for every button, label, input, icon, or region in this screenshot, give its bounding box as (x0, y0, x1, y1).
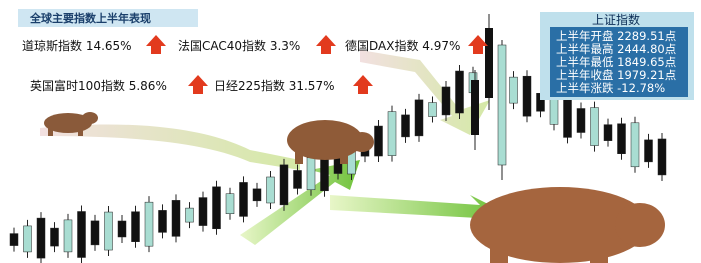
candle (267, 177, 275, 203)
candle (388, 112, 396, 156)
candle (577, 109, 585, 133)
candle (132, 212, 140, 242)
canvas: 全球主要指数上半年表现 道琼斯指数 14.65% 法国CAC40指数 3.3% 德国… (0, 0, 701, 263)
candle (645, 140, 653, 162)
index-label: 法国CAC40指数 3.3% (178, 38, 300, 53)
candle (145, 202, 153, 246)
candle (618, 124, 626, 154)
candle (375, 126, 383, 156)
candle (498, 45, 506, 165)
candle (37, 218, 45, 258)
candle (471, 80, 479, 135)
candle (226, 194, 234, 214)
candle (442, 87, 450, 115)
panel-row: 上半年最高 2444.80点 (556, 42, 676, 56)
candle (51, 228, 59, 246)
index-label: 道琼斯指数 14.65% (22, 38, 132, 53)
candle (159, 210, 167, 232)
candle (105, 212, 113, 250)
candle (485, 28, 493, 98)
candle (24, 226, 32, 252)
candle (631, 123, 639, 167)
index-label: 德国DAX指数 4.97% (345, 38, 460, 53)
candle (456, 71, 464, 113)
panel-row: 上半年收盘 1979.21点 (556, 68, 676, 82)
candle (10, 234, 18, 246)
candle (658, 139, 666, 175)
panel-row: 上半年最低 1849.65点 (556, 55, 676, 69)
candle (294, 170, 302, 188)
panel-row: 上半年涨跌 -12.78% (556, 81, 665, 95)
up-arrow (146, 35, 166, 54)
candle (199, 198, 207, 226)
candle (307, 158, 315, 190)
panel-title: 上证指数 (592, 12, 640, 27)
up-arrow (188, 75, 208, 94)
candle (253, 189, 261, 201)
candle (172, 200, 180, 236)
candle (591, 108, 599, 146)
candle (280, 165, 288, 205)
up-arrow (353, 75, 373, 94)
up-arrow (316, 35, 336, 54)
candle (402, 115, 410, 137)
candle (91, 221, 99, 245)
candle (429, 103, 437, 117)
infographic: 全球主要指数上半年表现 道琼斯指数 14.65% 法国CAC40指数 3.3% 德国… (0, 0, 701, 263)
candle (523, 76, 531, 116)
index-label: 英国富时100指数 5.86% (30, 78, 167, 93)
candle (240, 182, 248, 216)
candle (78, 211, 86, 257)
candle (415, 100, 423, 136)
index-label: 日经225指数 31.57% (214, 78, 334, 93)
candle (604, 125, 612, 141)
panel-row: 上半年开盘 2289.51点 (556, 29, 676, 43)
candle (510, 77, 518, 103)
candle (118, 221, 126, 237)
title: 全球主要指数上半年表现 (29, 11, 151, 25)
candle (64, 220, 72, 252)
candle (186, 208, 194, 222)
candle (213, 187, 221, 229)
